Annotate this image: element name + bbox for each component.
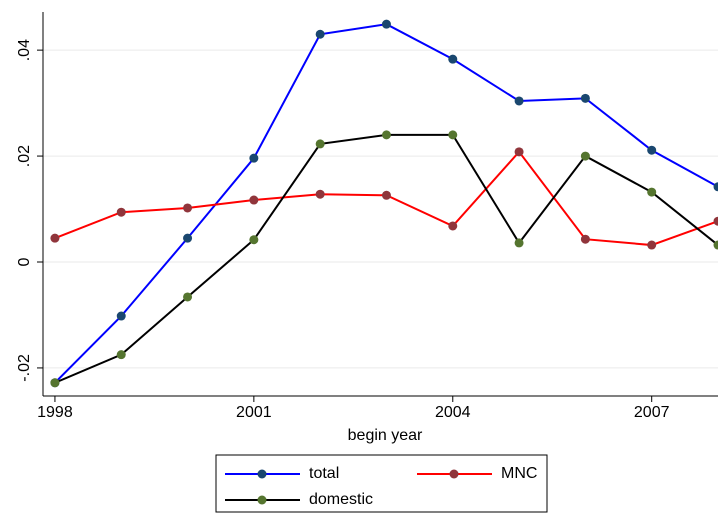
- data-point: [514, 96, 524, 106]
- data-point: [713, 182, 718, 192]
- y-tick-label: 0: [16, 257, 33, 266]
- data-point: [647, 240, 657, 250]
- data-point: [381, 190, 391, 200]
- data-point: [116, 350, 126, 360]
- data-point: [647, 187, 657, 197]
- data-point: [580, 151, 590, 161]
- legend-marker: [257, 469, 267, 479]
- x-tick-label: 2001: [236, 404, 272, 421]
- data-point: [448, 221, 458, 231]
- data-point: [647, 145, 657, 155]
- legend-box: [215, 454, 548, 513]
- x-tick-label: 2007: [634, 404, 670, 421]
- data-point: [50, 378, 60, 388]
- data-point: [713, 240, 718, 250]
- legend-label: total: [309, 465, 339, 482]
- data-point: [249, 153, 259, 163]
- data-point: [381, 130, 391, 140]
- data-point: [183, 233, 193, 243]
- data-point: [183, 203, 193, 213]
- data-point: [249, 235, 259, 245]
- legend-label: MNC: [501, 465, 537, 482]
- x-axis-label: begin year: [348, 427, 423, 444]
- data-point: [50, 233, 60, 243]
- data-point: [580, 93, 590, 103]
- data-point: [315, 189, 325, 199]
- data-point: [116, 207, 126, 217]
- data-point: [514, 238, 524, 248]
- x-tick-label: 1998: [37, 404, 73, 421]
- x-tick-label: 2004: [435, 404, 471, 421]
- data-point: [580, 234, 590, 244]
- legend-marker: [257, 495, 267, 505]
- legend-label: domestic: [309, 491, 373, 508]
- series-line: [54, 133, 718, 384]
- data-point: [448, 54, 458, 64]
- legend-marker: [449, 469, 459, 479]
- data-point: [713, 216, 718, 226]
- data-point: [315, 139, 325, 149]
- data-point: [514, 147, 524, 157]
- data-point: [249, 195, 259, 205]
- series-line: [54, 23, 718, 384]
- data-point: [448, 130, 458, 140]
- data-point: [381, 19, 391, 29]
- data-point: [116, 311, 126, 321]
- y-tick-label: .04: [16, 39, 33, 61]
- y-tick-label: .02: [16, 145, 33, 167]
- y-tick-label: -.02: [16, 354, 33, 382]
- data-point: [315, 29, 325, 39]
- data-point: [183, 292, 193, 302]
